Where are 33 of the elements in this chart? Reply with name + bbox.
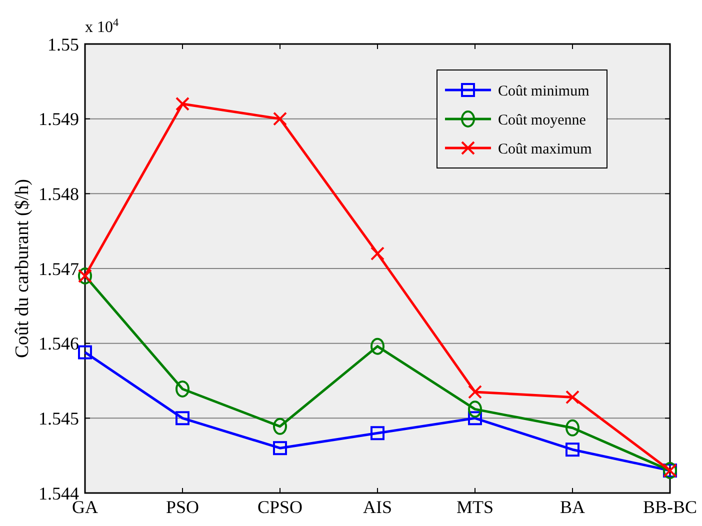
y-tick-label: 1.547 bbox=[38, 258, 79, 279]
legend-label: Coût maximum bbox=[498, 141, 592, 158]
point bbox=[566, 390, 580, 404]
point bbox=[468, 411, 482, 426]
legend-label: Coût moyenne bbox=[498, 112, 586, 128]
point bbox=[468, 400, 482, 418]
x-tick-label: AIS bbox=[362, 497, 392, 517]
x-tick-label: CPSO bbox=[257, 497, 303, 517]
y-tick-label: 1.548 bbox=[38, 184, 79, 204]
y-tick-label: 1.55 bbox=[48, 34, 79, 54]
text: x 10$^{4}$ bbox=[85, 17, 119, 36]
point bbox=[273, 441, 287, 456]
point bbox=[273, 418, 287, 435]
y-tick-label: 1.545 bbox=[38, 408, 79, 428]
legend-label: Coût minimum bbox=[498, 83, 590, 100]
point bbox=[468, 384, 482, 399]
y-tick-label: 1.549 bbox=[38, 109, 79, 130]
point bbox=[566, 442, 580, 457]
point bbox=[176, 411, 190, 426]
point bbox=[566, 419, 580, 436]
point bbox=[370, 338, 384, 355]
point bbox=[176, 96, 190, 111]
point bbox=[176, 380, 190, 398]
point bbox=[78, 345, 92, 360]
point bbox=[370, 426, 384, 440]
y-tick-label: 1.546 bbox=[38, 334, 79, 354]
point bbox=[370, 246, 384, 261]
point bbox=[273, 112, 287, 126]
x-tick-label: BA bbox=[560, 497, 586, 517]
x-tick-label: PSO bbox=[166, 497, 200, 517]
x-tick-label: BB-BC bbox=[642, 497, 698, 517]
x-tick-label: MTS bbox=[456, 497, 494, 517]
y-axis-title: Coût du carburant ($/h) bbox=[12, 179, 33, 358]
